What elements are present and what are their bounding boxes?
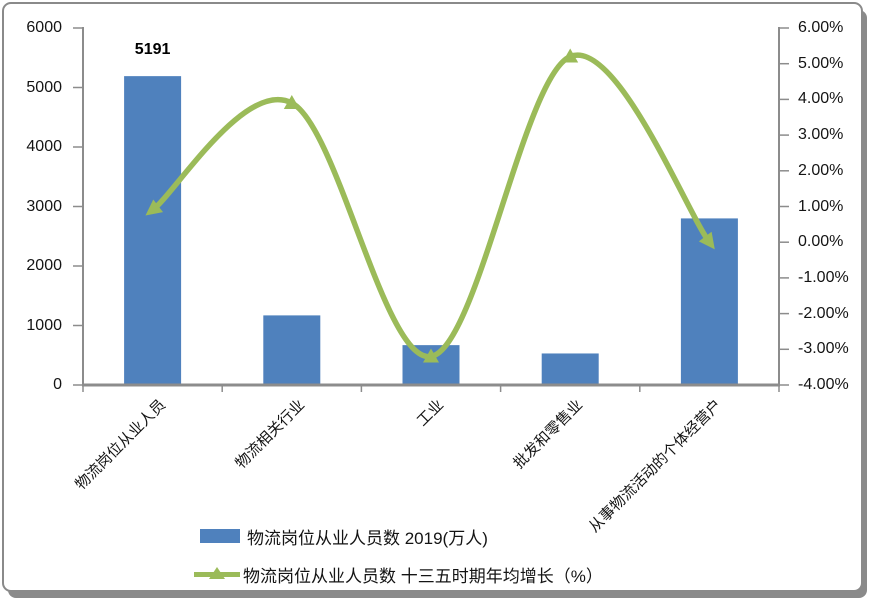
growth-line <box>149 52 713 360</box>
left-axis-tick-label: 5000 <box>26 78 62 96</box>
triangle-marker-icon <box>423 348 439 363</box>
triangle-marker-icon <box>209 566 225 579</box>
right-axis-tick-label: 5.00% <box>798 54 844 72</box>
right-axis-tick-label: -3.00% <box>798 340 849 358</box>
left-axis-tick-label: 4000 <box>26 138 62 155</box>
right-axis-tick-label: -4.00% <box>798 376 849 393</box>
line-end-arrow-icon <box>698 231 715 250</box>
left-axis-tick-label: 1000 <box>26 316 62 334</box>
left-axis-tick-label: 2000 <box>26 257 62 274</box>
right-axis-tick-label: -2.00% <box>798 304 849 322</box>
right-axis-tick-label: 0.00% <box>798 233 844 251</box>
legend-item-bar-series: 物流岗位从业人员数 2019(万人) <box>200 526 488 548</box>
right-axis-tick-label: -1.00% <box>798 268 849 286</box>
right-axis-tick-label: 2.00% <box>798 161 844 179</box>
left-axis-tick-label: 6000 <box>26 19 62 36</box>
left-axis-tick-label: 0 <box>53 376 62 393</box>
bar-1 <box>263 315 321 385</box>
left-axis-tick-label: 3000 <box>26 197 62 215</box>
right-axis-tick-label: 1.00% <box>798 197 844 215</box>
legend-label-line-series: 物流岗位从业人员数 十三五时期年均增长（%） <box>243 566 603 586</box>
line-end-arrow-icon <box>145 199 164 216</box>
triangle-marker-icon <box>562 48 579 63</box>
triangle-marker-icon <box>283 94 300 109</box>
bar-3 <box>541 353 599 385</box>
bar-data-label: 5191 <box>134 41 171 58</box>
line-series-swatch-icon <box>194 566 240 583</box>
bar-0 <box>124 76 182 385</box>
right-axis-tick-label: 3.00% <box>798 126 844 144</box>
right-axis-tick-label: 6.00% <box>798 19 844 36</box>
right-axis-tick-label: 4.00% <box>798 90 844 108</box>
bar-series-swatch-icon <box>200 529 240 543</box>
legend-label-bar-series: 物流岗位从业人员数 2019(万人) <box>247 528 488 548</box>
legend-item-line-series: 物流岗位从业人员数 十三五时期年均增长（%） <box>194 564 603 586</box>
